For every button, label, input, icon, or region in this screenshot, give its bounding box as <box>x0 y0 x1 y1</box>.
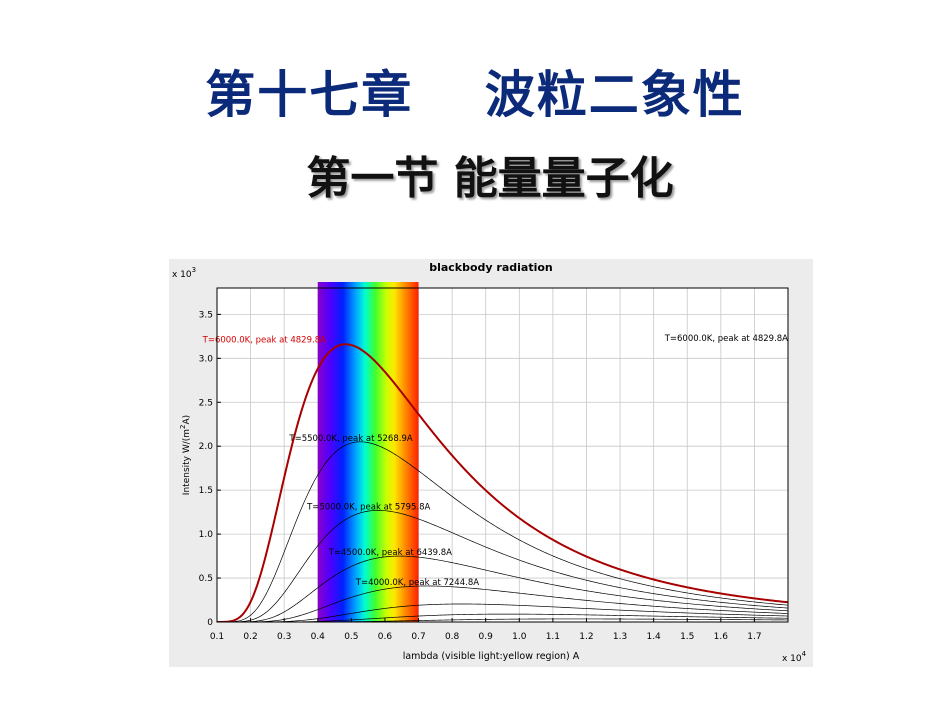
chart-title: blackbody radiation <box>429 261 553 274</box>
x-tick-label: 0.1 <box>210 632 224 642</box>
curve-label: T=4000.0K, peak at 7244.8A <box>355 578 479 588</box>
x-tick-label: 0.6 <box>378 632 393 642</box>
y-tick-label: 1.0 <box>199 530 214 540</box>
y-tick-label: 0.5 <box>199 574 213 584</box>
x-tick-label: 1.5 <box>680 632 694 642</box>
curve-label: T=6000.0K, peak at 4829.8A <box>202 335 326 345</box>
y-tick-label: 0 <box>207 618 213 628</box>
x-axis-label: lambda (visible light:yellow region) A <box>403 651 580 662</box>
curve-group <box>217 343 788 622</box>
curve <box>217 585 788 622</box>
curve <box>217 603 788 622</box>
curve-label: T=5500.0K, peak at 5268.9A <box>288 434 412 444</box>
y-tick-label: 2.5 <box>199 398 213 408</box>
x-tick-label: 0.4 <box>311 632 326 642</box>
highlight-curve <box>217 343 788 622</box>
x-tick-label: 1.0 <box>512 632 527 642</box>
x-multiplier: x 104 <box>782 650 807 664</box>
blackbody-chart: T=6000.0K, peak at 4829.8A T=5500.0K, pea… <box>172 261 807 664</box>
y-axis-label: Intensity W/(m2A) <box>179 415 192 495</box>
chart-panel: T=6000.0K, peak at 4829.8A T=5500.0K, pea… <box>169 259 813 667</box>
x-tick-label: 1.3 <box>613 632 627 642</box>
x-tick-label: 1.6 <box>714 632 729 642</box>
x-tick-label: 0.2 <box>243 632 257 642</box>
curve <box>217 555 788 622</box>
y-tick-label: 1.5 <box>199 486 213 496</box>
plot-frame <box>216 287 789 623</box>
x-tick-label: 1.2 <box>579 632 593 642</box>
y-tick-label: 3.5 <box>199 310 213 320</box>
y-multiplier: x 103 <box>172 266 196 280</box>
x-tick-label: 0.3 <box>277 632 291 642</box>
plot-area <box>217 288 788 622</box>
visible-spectrum-band <box>317 282 419 622</box>
x-tick-label: 0.5 <box>344 632 358 642</box>
legend-text: T=6000.0K, peak at 4829.8A <box>664 334 788 344</box>
tick-group: 0.1 0.2 0.3 0.4 0.5 0.6 0.7 0.8 0.9 1.0 1.1 1.2 1.3 1… <box>199 310 762 642</box>
y-tick-label: 3.0 <box>199 354 214 364</box>
curve-label: T=5000.0K, peak at 5795.8A <box>306 502 430 512</box>
x-tick-label: 1.1 <box>546 632 560 642</box>
curve <box>217 510 788 622</box>
x-tick-label: 0.8 <box>445 632 460 642</box>
curve-label-group: T=6000.0K, peak at 4829.8A T=5500.0K, pea… <box>202 335 480 588</box>
curve <box>217 441 788 622</box>
slide-title: 第十七章 波粒二象性 <box>205 65 745 124</box>
y-tick-label: 2.0 <box>199 442 214 452</box>
x-tick-label: 1.7 <box>747 632 761 642</box>
x-tick-label: 1.4 <box>646 632 661 642</box>
curve-label: T=4500.0K, peak at 6439.8A <box>328 548 452 558</box>
grid-lines <box>216 288 788 623</box>
slide-subtitle: 第一节 能量量子化 <box>306 153 674 204</box>
x-tick-label: 0.7 <box>411 632 425 642</box>
x-tick-label: 0.9 <box>479 632 494 642</box>
